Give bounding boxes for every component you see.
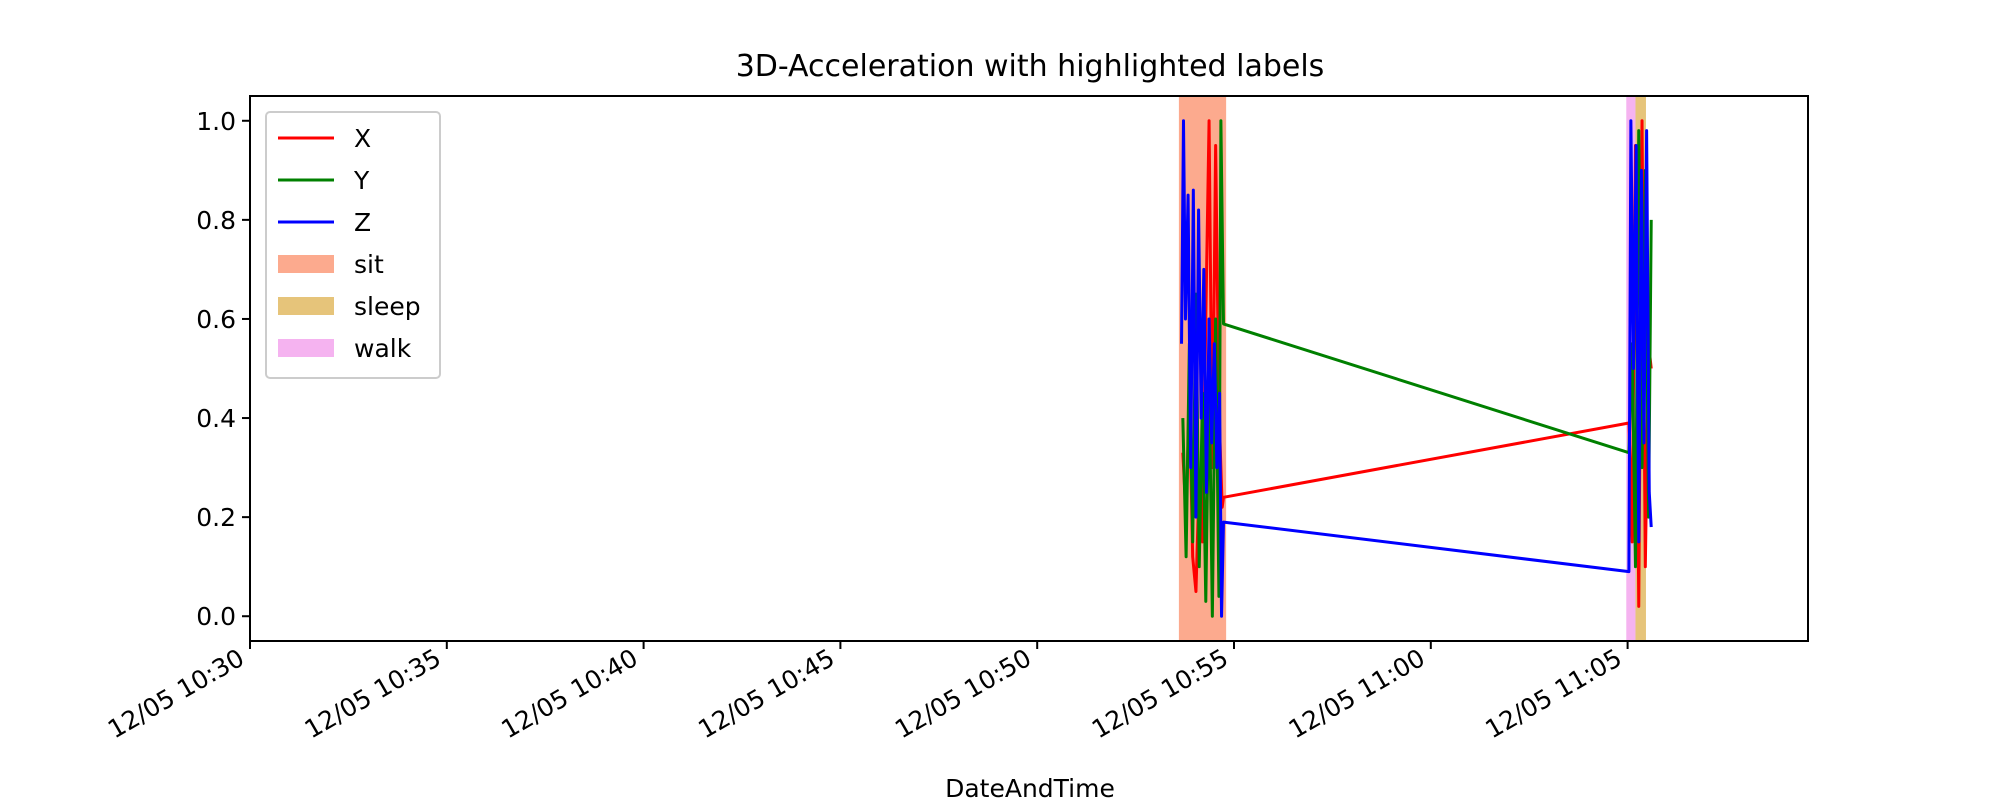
y-tick-label: 1.0 [196,107,236,136]
series-line-Y [1181,119,1653,618]
x-tick-label: 12/05 10:30 [103,643,249,744]
legend-label-sleep: sleep [354,292,421,321]
legend-label-X: X [354,124,371,153]
plot-area [1178,96,1653,641]
y-tick-label: 0.4 [196,404,236,433]
x-tick-label: 12/05 10:40 [496,643,642,744]
x-tick-label: 12/05 10:45 [693,643,839,744]
y-tick-label: 0.0 [196,602,236,631]
y-tick-label: 0.8 [196,206,236,235]
legend-label-walk: walk [354,334,412,363]
x-tick-label: 12/05 10:35 [300,643,446,744]
legend-swatch-walk [278,339,334,357]
legend-label-Z: Z [354,208,371,237]
legend-label-sit: sit [354,250,384,279]
x-tick-label: 12/05 11:00 [1284,643,1430,744]
plot-frame [249,95,1809,642]
y-tick-label: 0.6 [196,305,236,334]
legend-swatch-sleep [278,297,334,315]
legend-swatch-sit [278,255,334,273]
y-tick-label: 0.2 [196,503,236,532]
x-tick-label: 12/05 10:50 [890,643,1036,744]
series-line-X [1181,119,1653,608]
x-tick-label: 12/05 10:55 [1087,643,1233,744]
legend-label-Y: Y [353,166,370,195]
plot-content [1178,96,1653,641]
legend-box [265,111,441,379]
series-line-Z [1180,119,1653,618]
x-tick-label: 12/05 11:05 [1480,643,1626,744]
chart-title: 3D-Acceleration with highlighted labels [736,49,1325,84]
x-axis-label: DateAndTime [945,774,1115,800]
